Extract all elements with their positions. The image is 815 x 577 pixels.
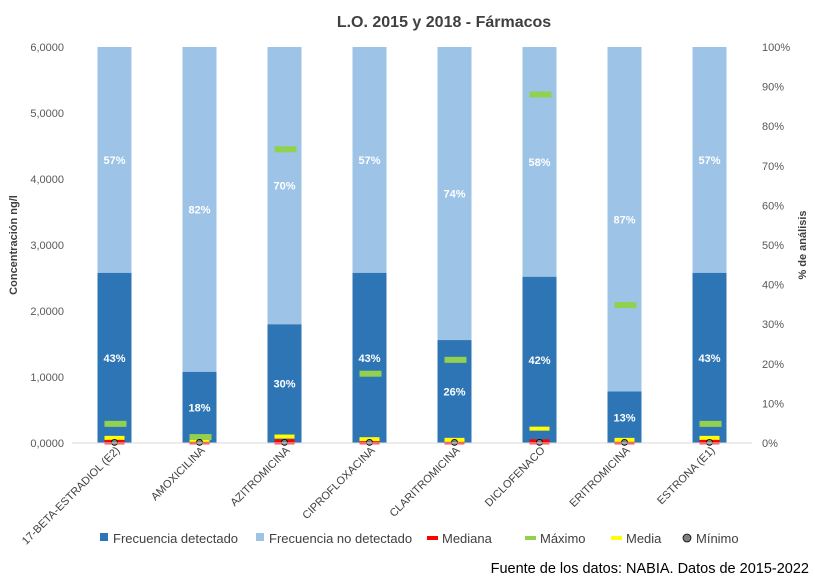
- legend-swatch: [256, 533, 264, 541]
- y-tick-right: 20%: [762, 359, 784, 371]
- marker-minimo: [196, 438, 203, 446]
- legend-label: Máximo: [540, 531, 586, 546]
- y-tick-left: 1,0000: [30, 372, 64, 384]
- x-tick-label: DICLOFENACO: [483, 444, 548, 509]
- data-label-not-detected: 57%: [103, 155, 125, 167]
- chart-title: L.O. 2015 y 2018 - Fármacos: [337, 14, 551, 31]
- bar-not-detected: [692, 47, 727, 273]
- y-tick-right: 70%: [762, 161, 784, 173]
- data-label-detected: 30%: [273, 379, 295, 391]
- y-tick-left: 5,0000: [30, 108, 64, 120]
- y-tick-right: 100%: [762, 42, 790, 54]
- y-axis-title-left: Concentración ng/l: [8, 195, 20, 295]
- marker-maximo: [359, 370, 382, 377]
- marker-maximo: [274, 146, 297, 153]
- bar-not-detected: [97, 47, 132, 273]
- bar-detected: [522, 276, 557, 443]
- y-tick-right: 90%: [762, 82, 784, 94]
- x-tick-label: 17-BETA-ESTRADIOL (E2): [20, 445, 123, 548]
- y-tick-right: 60%: [762, 200, 784, 212]
- bar-detected: [267, 324, 302, 443]
- x-tick-label: ESTRONA (E1): [655, 445, 718, 508]
- marker-minimo: [281, 438, 288, 446]
- marker-maximo: [614, 302, 637, 309]
- data-label-not-detected: 82%: [188, 204, 210, 216]
- marker-media: [274, 434, 295, 439]
- marker-minimo: [111, 438, 118, 446]
- marker-minimo: [451, 438, 458, 446]
- data-label-not-detected: 58%: [528, 157, 550, 169]
- bar-detected: [182, 371, 217, 443]
- y-tick-right: 0%: [762, 438, 778, 450]
- y-tick-right: 30%: [762, 319, 784, 331]
- marker-maximo: [699, 420, 722, 427]
- y-tick-left: 2,0000: [30, 306, 64, 318]
- legend-swatch: [682, 533, 692, 543]
- marker-media: [529, 426, 550, 431]
- data-label-detected: 43%: [103, 353, 125, 365]
- bar-detected: [692, 272, 727, 443]
- marker-media: [699, 435, 720, 440]
- y-tick-right: 10%: [762, 398, 784, 410]
- bar-detected: [97, 272, 132, 443]
- legend-label: Frecuencia detectado: [113, 531, 238, 546]
- data-label-not-detected: 74%: [443, 189, 465, 201]
- legend-swatch: [427, 536, 438, 540]
- data-label-detected: 43%: [358, 353, 380, 365]
- legend-swatch: [100, 533, 108, 541]
- bar-detected: [352, 272, 387, 443]
- marker-minimo: [366, 438, 373, 446]
- legend-swatch: [525, 536, 536, 540]
- x-tick-label: AMOXICILINA: [149, 444, 208, 503]
- data-label-detected: 18%: [188, 402, 210, 414]
- legend-label: Mínimo: [696, 531, 739, 546]
- bar-not-detected: [182, 47, 217, 372]
- data-label-detected: 13%: [613, 412, 635, 424]
- y-tick-right: 50%: [762, 240, 784, 252]
- x-tick-label: CIPROFLOXACINA: [300, 444, 378, 522]
- marker-maximo: [529, 91, 552, 98]
- y-tick-left: 3,0000: [30, 240, 64, 252]
- x-tick-label: AZITROMICINA: [228, 444, 293, 509]
- marker-maximo: [189, 434, 212, 441]
- data-label-detected: 26%: [443, 387, 465, 399]
- marker-maximo: [444, 356, 467, 363]
- y-axis-title-right: % de análisis: [797, 210, 809, 279]
- y-tick-right: 80%: [762, 121, 784, 133]
- legend-swatch: [611, 536, 622, 540]
- bar-not-detected: [352, 47, 387, 273]
- y-tick-right: 40%: [762, 280, 784, 292]
- legend-label: Media: [626, 531, 662, 546]
- legend-label: Frecuencia no detectado: [269, 531, 412, 546]
- marker-minimo: [706, 438, 713, 446]
- marker-minimo: [621, 438, 628, 446]
- bar-detected: [607, 391, 642, 443]
- data-label-not-detected: 57%: [358, 155, 380, 167]
- bar-not-detected: [522, 47, 557, 277]
- y-tick-left: 6,0000: [30, 42, 64, 54]
- data-label-detected: 42%: [528, 355, 550, 367]
- data-label-detected: 43%: [698, 353, 720, 365]
- marker-media: [104, 435, 125, 440]
- bar-not-detected: [267, 47, 302, 325]
- data-label-not-detected: 87%: [613, 214, 635, 226]
- y-tick-left: 0,0000: [30, 438, 64, 450]
- source-note: Fuente de los datos: NABIA. Datos de 201…: [490, 561, 809, 577]
- x-tick-label: ERITROMICINA: [568, 444, 634, 510]
- data-label-not-detected: 57%: [698, 155, 720, 167]
- bar-not-detected: [437, 47, 472, 341]
- legend-label: Mediana: [442, 531, 493, 546]
- marker-minimo: [536, 438, 543, 446]
- marker-maximo: [104, 420, 127, 427]
- y-tick-left: 4,0000: [30, 174, 64, 186]
- x-tick-label: CLARITROMICINA: [388, 444, 464, 520]
- bar-not-detected: [607, 47, 642, 392]
- data-label-not-detected: 70%: [273, 181, 295, 193]
